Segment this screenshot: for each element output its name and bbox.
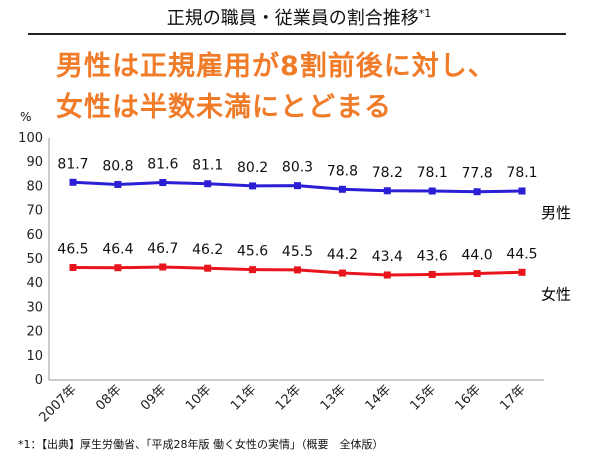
data-point-female xyxy=(383,271,391,279)
x-tick-label: 09年 xyxy=(138,382,169,413)
data-point-male xyxy=(428,187,436,195)
data-label-female: 45.5 xyxy=(282,244,313,260)
data-point-female xyxy=(204,264,212,272)
data-label-female: 46.5 xyxy=(57,241,88,257)
data-label-male: 80.8 xyxy=(102,158,133,174)
x-tick-label: 2007年 xyxy=(37,382,80,425)
data-label-female: 46.7 xyxy=(147,241,178,257)
y-tick-label: 80 xyxy=(26,179,43,194)
x-tick-label: 10年 xyxy=(183,382,214,413)
y-tick-label: 70 xyxy=(26,204,43,219)
data-label-male: 78.8 xyxy=(327,163,358,179)
data-point-female xyxy=(518,268,526,276)
data-label-male: 78.1 xyxy=(417,165,448,181)
data-point-female xyxy=(249,266,257,274)
x-tick-label: 13年 xyxy=(318,382,349,413)
y-tick-label: 60 xyxy=(26,228,43,243)
headline-line-1: 男性は正規雇用が8割前後に対し、 xyxy=(56,51,496,82)
data-point-female xyxy=(114,264,122,272)
data-label-male: 81.1 xyxy=(192,158,223,174)
data-point-female xyxy=(159,263,167,271)
footnote: *1：【出典】厚生労働省、「平成28年版 働く女性の実情」（概要 全体版） xyxy=(18,438,384,451)
data-label-male: 78.2 xyxy=(372,165,403,181)
data-point-male xyxy=(338,185,346,193)
data-label-female: 44.2 xyxy=(327,247,358,263)
series-name-female: 女性 xyxy=(541,285,571,303)
y-tick-label: 40 xyxy=(26,276,43,291)
x-tick-label: 08年 xyxy=(93,382,124,413)
y-tick-label: 100 xyxy=(18,131,43,146)
data-label-female: 46.2 xyxy=(192,242,223,258)
y-tick-label: 0 xyxy=(35,373,43,388)
data-label-male: 81.7 xyxy=(57,156,88,172)
title-underline xyxy=(28,33,566,35)
data-label-female: 45.6 xyxy=(237,244,268,260)
data-label-female: 44.0 xyxy=(462,248,493,264)
x-tick-label: 12年 xyxy=(273,382,304,413)
data-label-male: 80.3 xyxy=(282,160,313,176)
data-point-male xyxy=(294,182,301,190)
series-name-male: 男性 xyxy=(541,204,571,222)
data-label-male: 78.1 xyxy=(506,165,537,181)
data-point-male xyxy=(204,180,212,188)
x-tick-label: 15年 xyxy=(408,382,439,413)
y-axis-unit: % xyxy=(20,110,31,124)
data-label-male: 80.2 xyxy=(237,160,268,176)
x-tick-label: 14年 xyxy=(363,382,394,413)
title-text: 正規の職員・従業員の割合推移 xyxy=(166,8,419,29)
data-point-female xyxy=(428,270,436,278)
data-point-female xyxy=(338,269,346,277)
x-tick-label: 16年 xyxy=(452,382,483,413)
data-point-female xyxy=(473,270,481,278)
data-point-male xyxy=(69,178,77,186)
y-tick-label: 20 xyxy=(26,325,43,340)
data-label-female: 44.5 xyxy=(506,246,537,262)
y-tick-label: 10 xyxy=(26,349,43,364)
page-title: 正規の職員・従業員の割合推移*1 xyxy=(0,4,598,30)
data-label-female: 46.4 xyxy=(102,242,133,258)
data-point-female xyxy=(294,266,301,274)
x-tick-label: 17年 xyxy=(497,382,528,413)
title-note: *1 xyxy=(418,7,432,20)
data-label-female: 43.6 xyxy=(417,248,448,264)
data-label-male: 77.8 xyxy=(462,166,493,182)
data-point-male xyxy=(159,179,167,187)
y-tick-label: 50 xyxy=(26,252,43,267)
y-tick-label: 30 xyxy=(26,300,43,315)
x-tick-label: 11年 xyxy=(228,382,259,413)
y-tick-label: 90 xyxy=(26,155,43,170)
data-point-female xyxy=(69,263,77,271)
headline-line-2: 女性は半数未満にとどまる xyxy=(56,92,392,123)
data-label-female: 43.4 xyxy=(372,249,403,265)
data-point-male xyxy=(518,187,526,195)
data-label-male: 81.6 xyxy=(147,157,178,173)
data-point-male xyxy=(383,187,391,195)
data-point-male xyxy=(114,180,122,188)
data-point-male xyxy=(249,182,257,190)
data-point-male xyxy=(473,188,481,196)
